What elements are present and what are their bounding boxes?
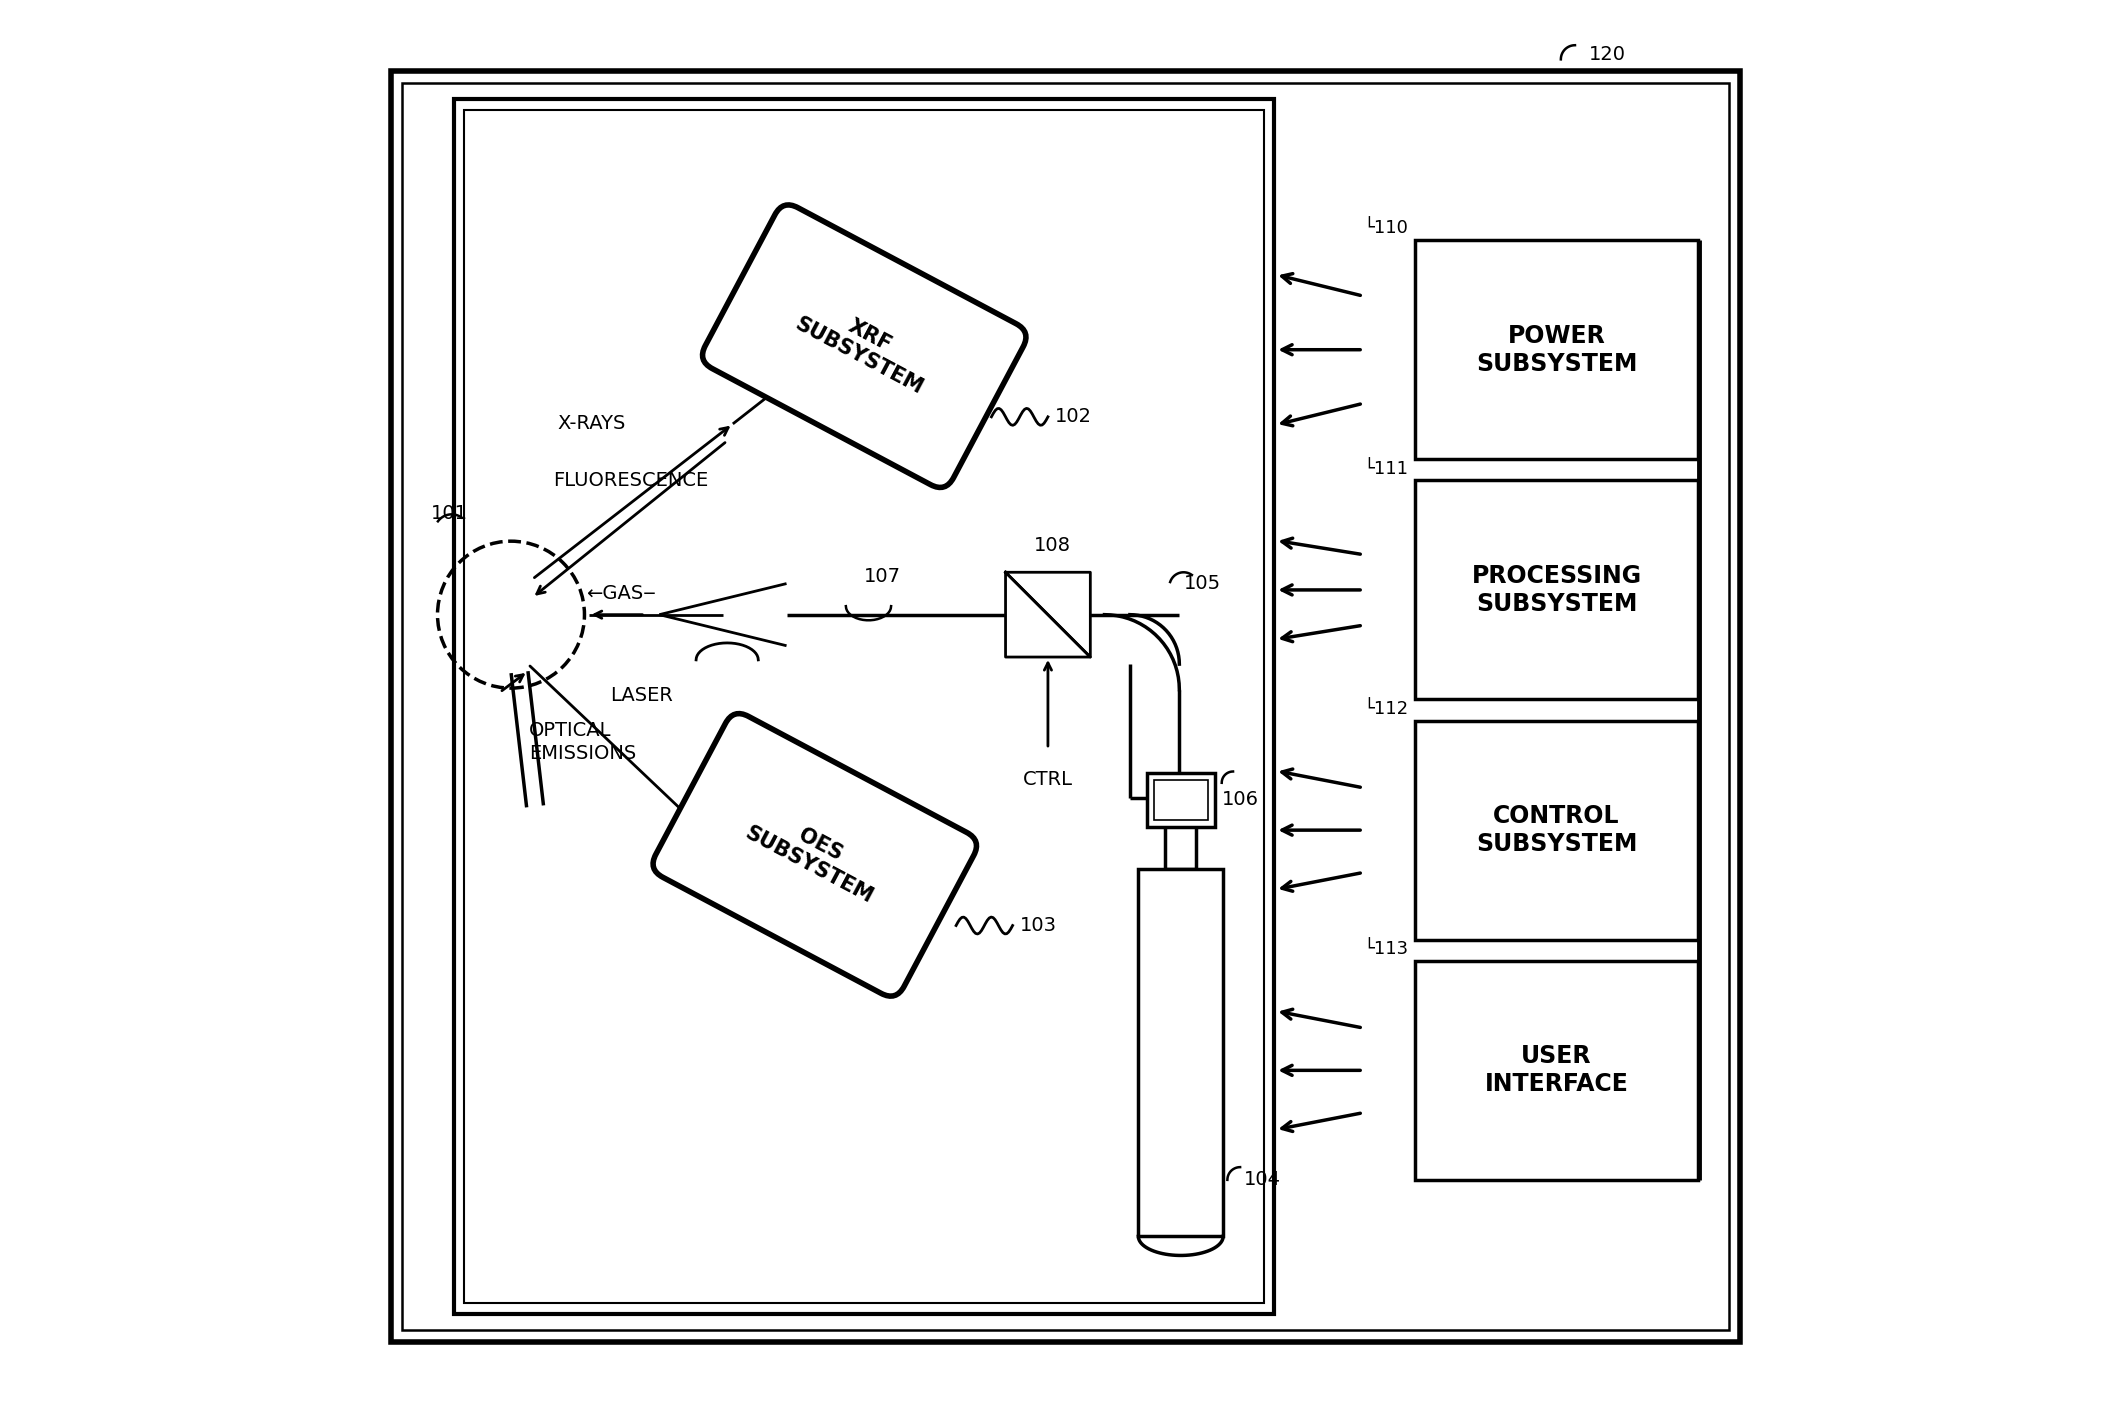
Text: └113: └113 [1363, 940, 1407, 958]
Text: POWER
SUBSYSTEM: POWER SUBSYSTEM [1475, 324, 1637, 376]
Text: OPTICAL
EMISSIONS: OPTICAL EMISSIONS [530, 721, 637, 763]
Bar [1416, 721, 1699, 940]
Text: 105: 105 [1184, 575, 1222, 593]
Text: 108: 108 [1034, 537, 1070, 555]
Text: ←GAS‒: ←GAS‒ [587, 584, 656, 603]
Text: 101: 101 [430, 504, 468, 523]
Polygon shape [1139, 1236, 1224, 1255]
Text: USER
INTERFACE: USER INTERFACE [1485, 1044, 1629, 1096]
Text: 107: 107 [865, 568, 901, 586]
Bar [1416, 480, 1699, 699]
Polygon shape [1006, 572, 1091, 657]
Text: 106: 106 [1222, 790, 1260, 810]
FancyBboxPatch shape [703, 205, 1025, 487]
Bar [1139, 869, 1224, 1236]
FancyBboxPatch shape [654, 714, 977, 996]
Text: CONTROL
SUBSYSTEM: CONTROL SUBSYSTEM [1475, 804, 1637, 856]
Text: └111: └111 [1363, 459, 1407, 478]
Bar [1416, 240, 1699, 459]
Text: X-RAYS: X-RAYS [557, 414, 627, 434]
Polygon shape [1006, 572, 1091, 657]
Text: FLUORESCENCE: FLUORESCENCE [553, 471, 709, 490]
Text: 104: 104 [1245, 1170, 1281, 1190]
Text: └112: └112 [1363, 699, 1407, 718]
Bar [1148, 773, 1215, 827]
Text: CTRL: CTRL [1023, 770, 1072, 788]
Text: └110: └110 [1363, 219, 1407, 237]
Text: OES
SUBSYSTEM: OES SUBSYSTEM [743, 803, 888, 907]
Text: 102: 102 [1055, 407, 1093, 427]
Text: XRF
SUBSYSTEM: XRF SUBSYSTEM [791, 294, 937, 398]
Bar [464, 110, 1264, 1303]
Bar [1416, 961, 1699, 1180]
Bar [1165, 820, 1196, 869]
Bar [454, 99, 1274, 1314]
Bar [1154, 780, 1207, 820]
Bar [403, 83, 1728, 1330]
Text: PROCESSING
SUBSYSTEM: PROCESSING SUBSYSTEM [1471, 564, 1642, 616]
Text: 120: 120 [1589, 45, 1627, 64]
Text: LASER: LASER [610, 685, 673, 705]
Text: 103: 103 [1019, 916, 1057, 935]
